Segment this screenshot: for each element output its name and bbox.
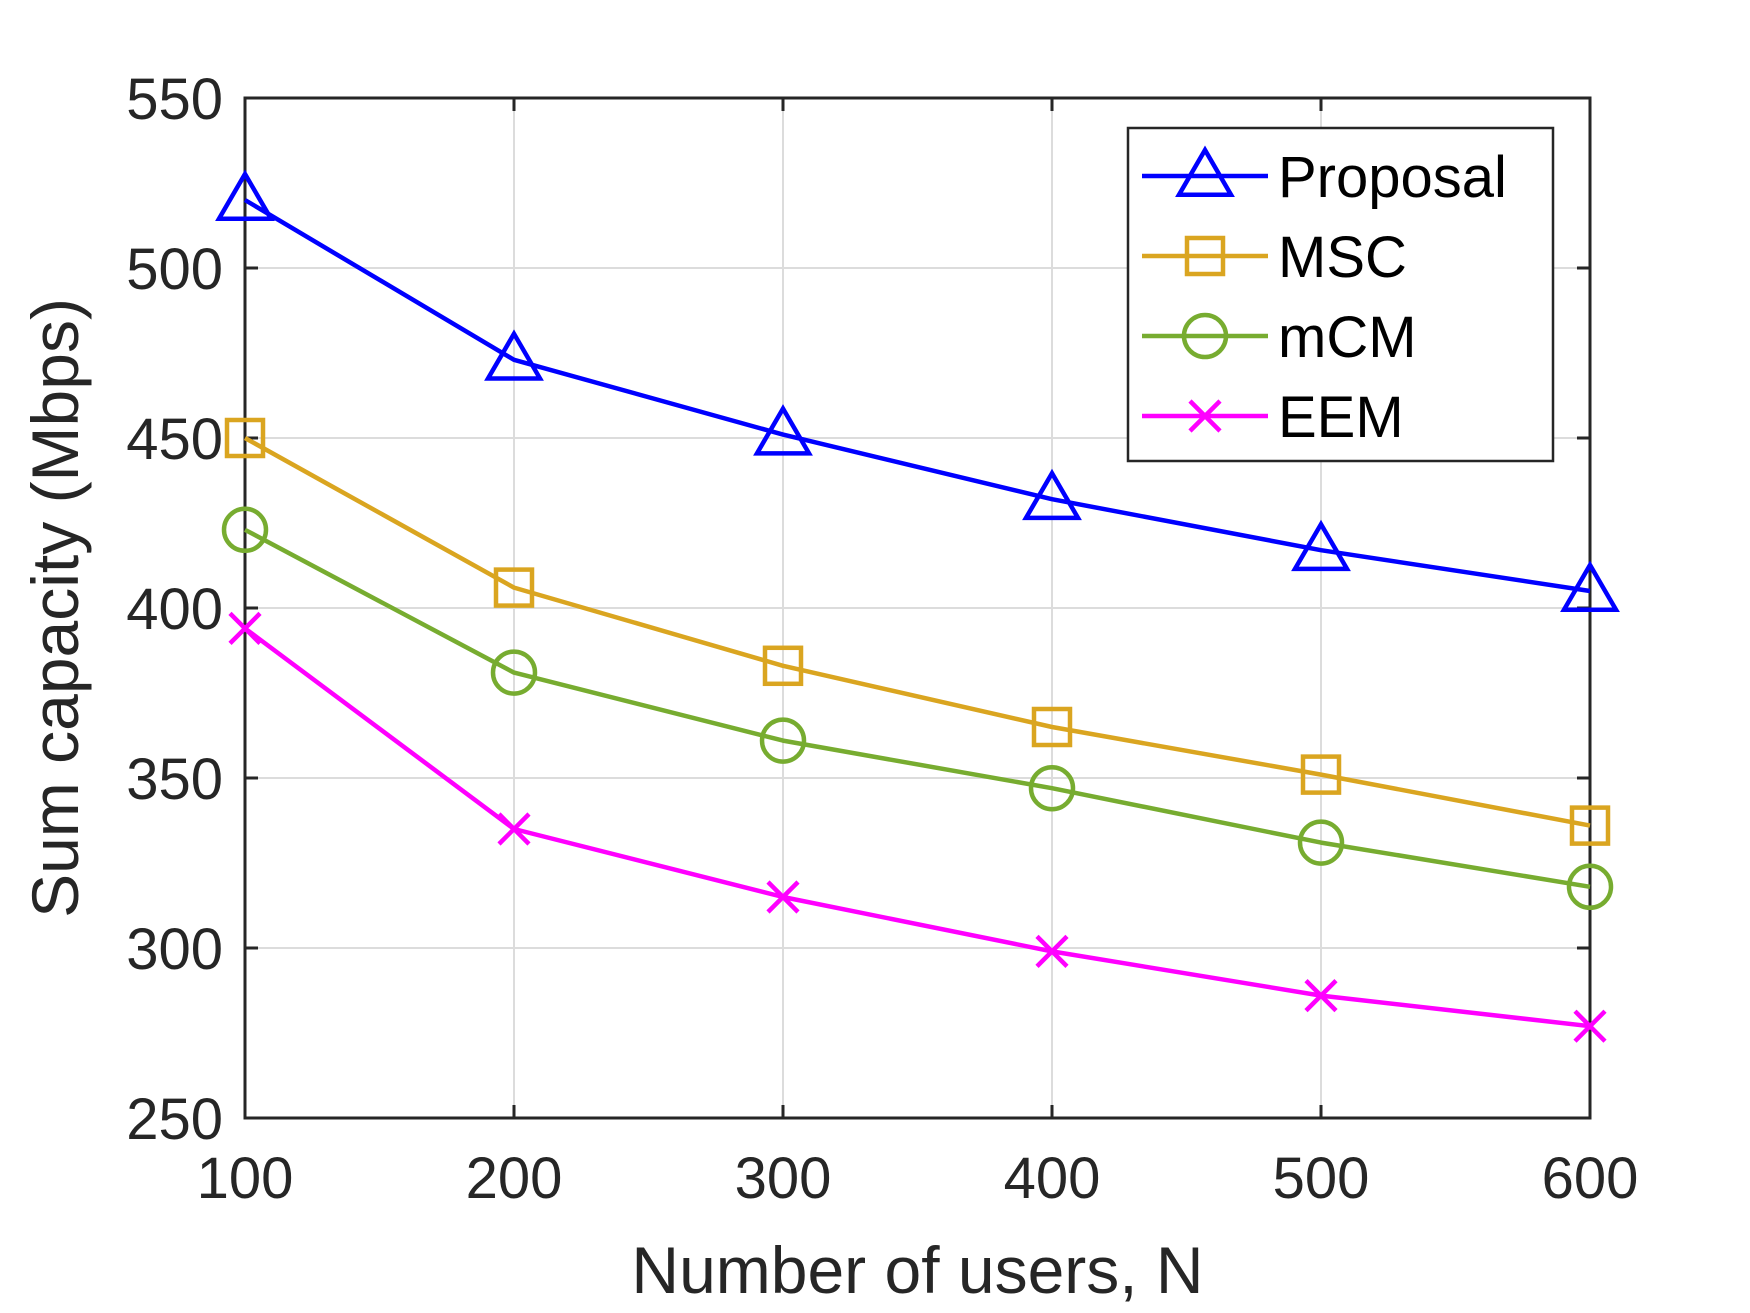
data-point-eem	[1304, 979, 1338, 1013]
data-point-proposal	[1291, 519, 1351, 572]
y-axis-label: Sum capacity (Mbps)	[18, 298, 92, 918]
series-line-mcm	[243, 527, 1591, 890]
data-point-mcm	[1566, 863, 1614, 911]
data-point-msc	[493, 567, 535, 608]
data-point-eem	[1035, 934, 1069, 968]
series-msc	[224, 417, 1611, 846]
data-point-eem	[497, 812, 531, 846]
legend-item-msc: MSC	[1142, 225, 1407, 290]
data-point-eem	[766, 880, 800, 914]
data-point-proposal	[1022, 468, 1082, 521]
data-point-eem	[1573, 1009, 1607, 1043]
legend-marker-proposal	[1175, 145, 1235, 197]
legend-marker-eem	[1188, 399, 1222, 433]
legend-label-mcm: mCM	[1278, 305, 1417, 370]
y-tick-labels: 250 300 350 400 450 500 550	[126, 67, 223, 1152]
data-point-mcm	[1297, 819, 1345, 866]
legend-item-proposal: Proposal	[1142, 145, 1507, 210]
x-tick-labels: 100 200 300 400 500 600	[197, 1146, 1639, 1211]
x-tick-label: 100	[197, 1146, 294, 1211]
legend-item-eem: EEM	[1142, 385, 1404, 450]
x-tick-label: 200	[466, 1146, 563, 1211]
data-point-proposal	[484, 329, 544, 381]
y-tick-label: 300	[126, 917, 223, 982]
data-point-msc	[762, 645, 804, 687]
series-line-msc	[243, 436, 1591, 828]
data-point-msc	[1300, 754, 1342, 795]
legend-item-mcm: mCM	[1142, 305, 1417, 370]
series-proposal	[215, 169, 1620, 612]
data-point-proposal	[215, 169, 275, 221]
y-tick-label: 450	[126, 407, 223, 472]
series-layer	[215, 169, 1620, 1043]
data-point-msc	[1569, 805, 1611, 846]
series-eem	[228, 611, 1607, 1043]
x-axis-label: Number of users, N	[631, 1233, 1203, 1307]
series-mcm	[221, 506, 1614, 911]
legend-label-msc: MSC	[1278, 225, 1407, 290]
data-point-proposal	[1560, 560, 1620, 612]
data-point-mcm	[490, 649, 538, 696]
series-line-proposal	[243, 198, 1591, 594]
legend: Proposal MSC mCM EEM	[1126, 126, 1555, 463]
data-point-eem	[228, 611, 262, 645]
data-point-msc	[224, 417, 266, 459]
series-line-eem	[243, 626, 1591, 1029]
y-tick-label: 550	[126, 67, 223, 132]
data-point-msc	[1031, 706, 1073, 748]
x-tick-label: 400	[1004, 1146, 1101, 1211]
x-tick-label: 600	[1542, 1146, 1639, 1211]
legend-box	[1126, 126, 1555, 463]
x-tick-label: 500	[1273, 1146, 1370, 1211]
y-tick-label: 500	[126, 237, 223, 302]
y-tick-label: 400	[126, 577, 223, 642]
data-point-mcm	[221, 506, 269, 554]
legend-label-proposal: Proposal	[1278, 145, 1507, 210]
y-tick-label: 350	[126, 747, 223, 812]
data-point-proposal	[753, 404, 813, 456]
data-point-mcm	[1028, 764, 1076, 812]
y-tick-label: 250	[126, 1087, 223, 1152]
legend-marker-mcm	[1181, 312, 1229, 360]
data-point-mcm	[759, 717, 807, 764]
legend-marker-msc	[1184, 235, 1226, 277]
axis-ticks	[243, 96, 1592, 1120]
legend-label-eem: EEM	[1278, 385, 1404, 450]
x-tick-label: 300	[735, 1146, 832, 1211]
